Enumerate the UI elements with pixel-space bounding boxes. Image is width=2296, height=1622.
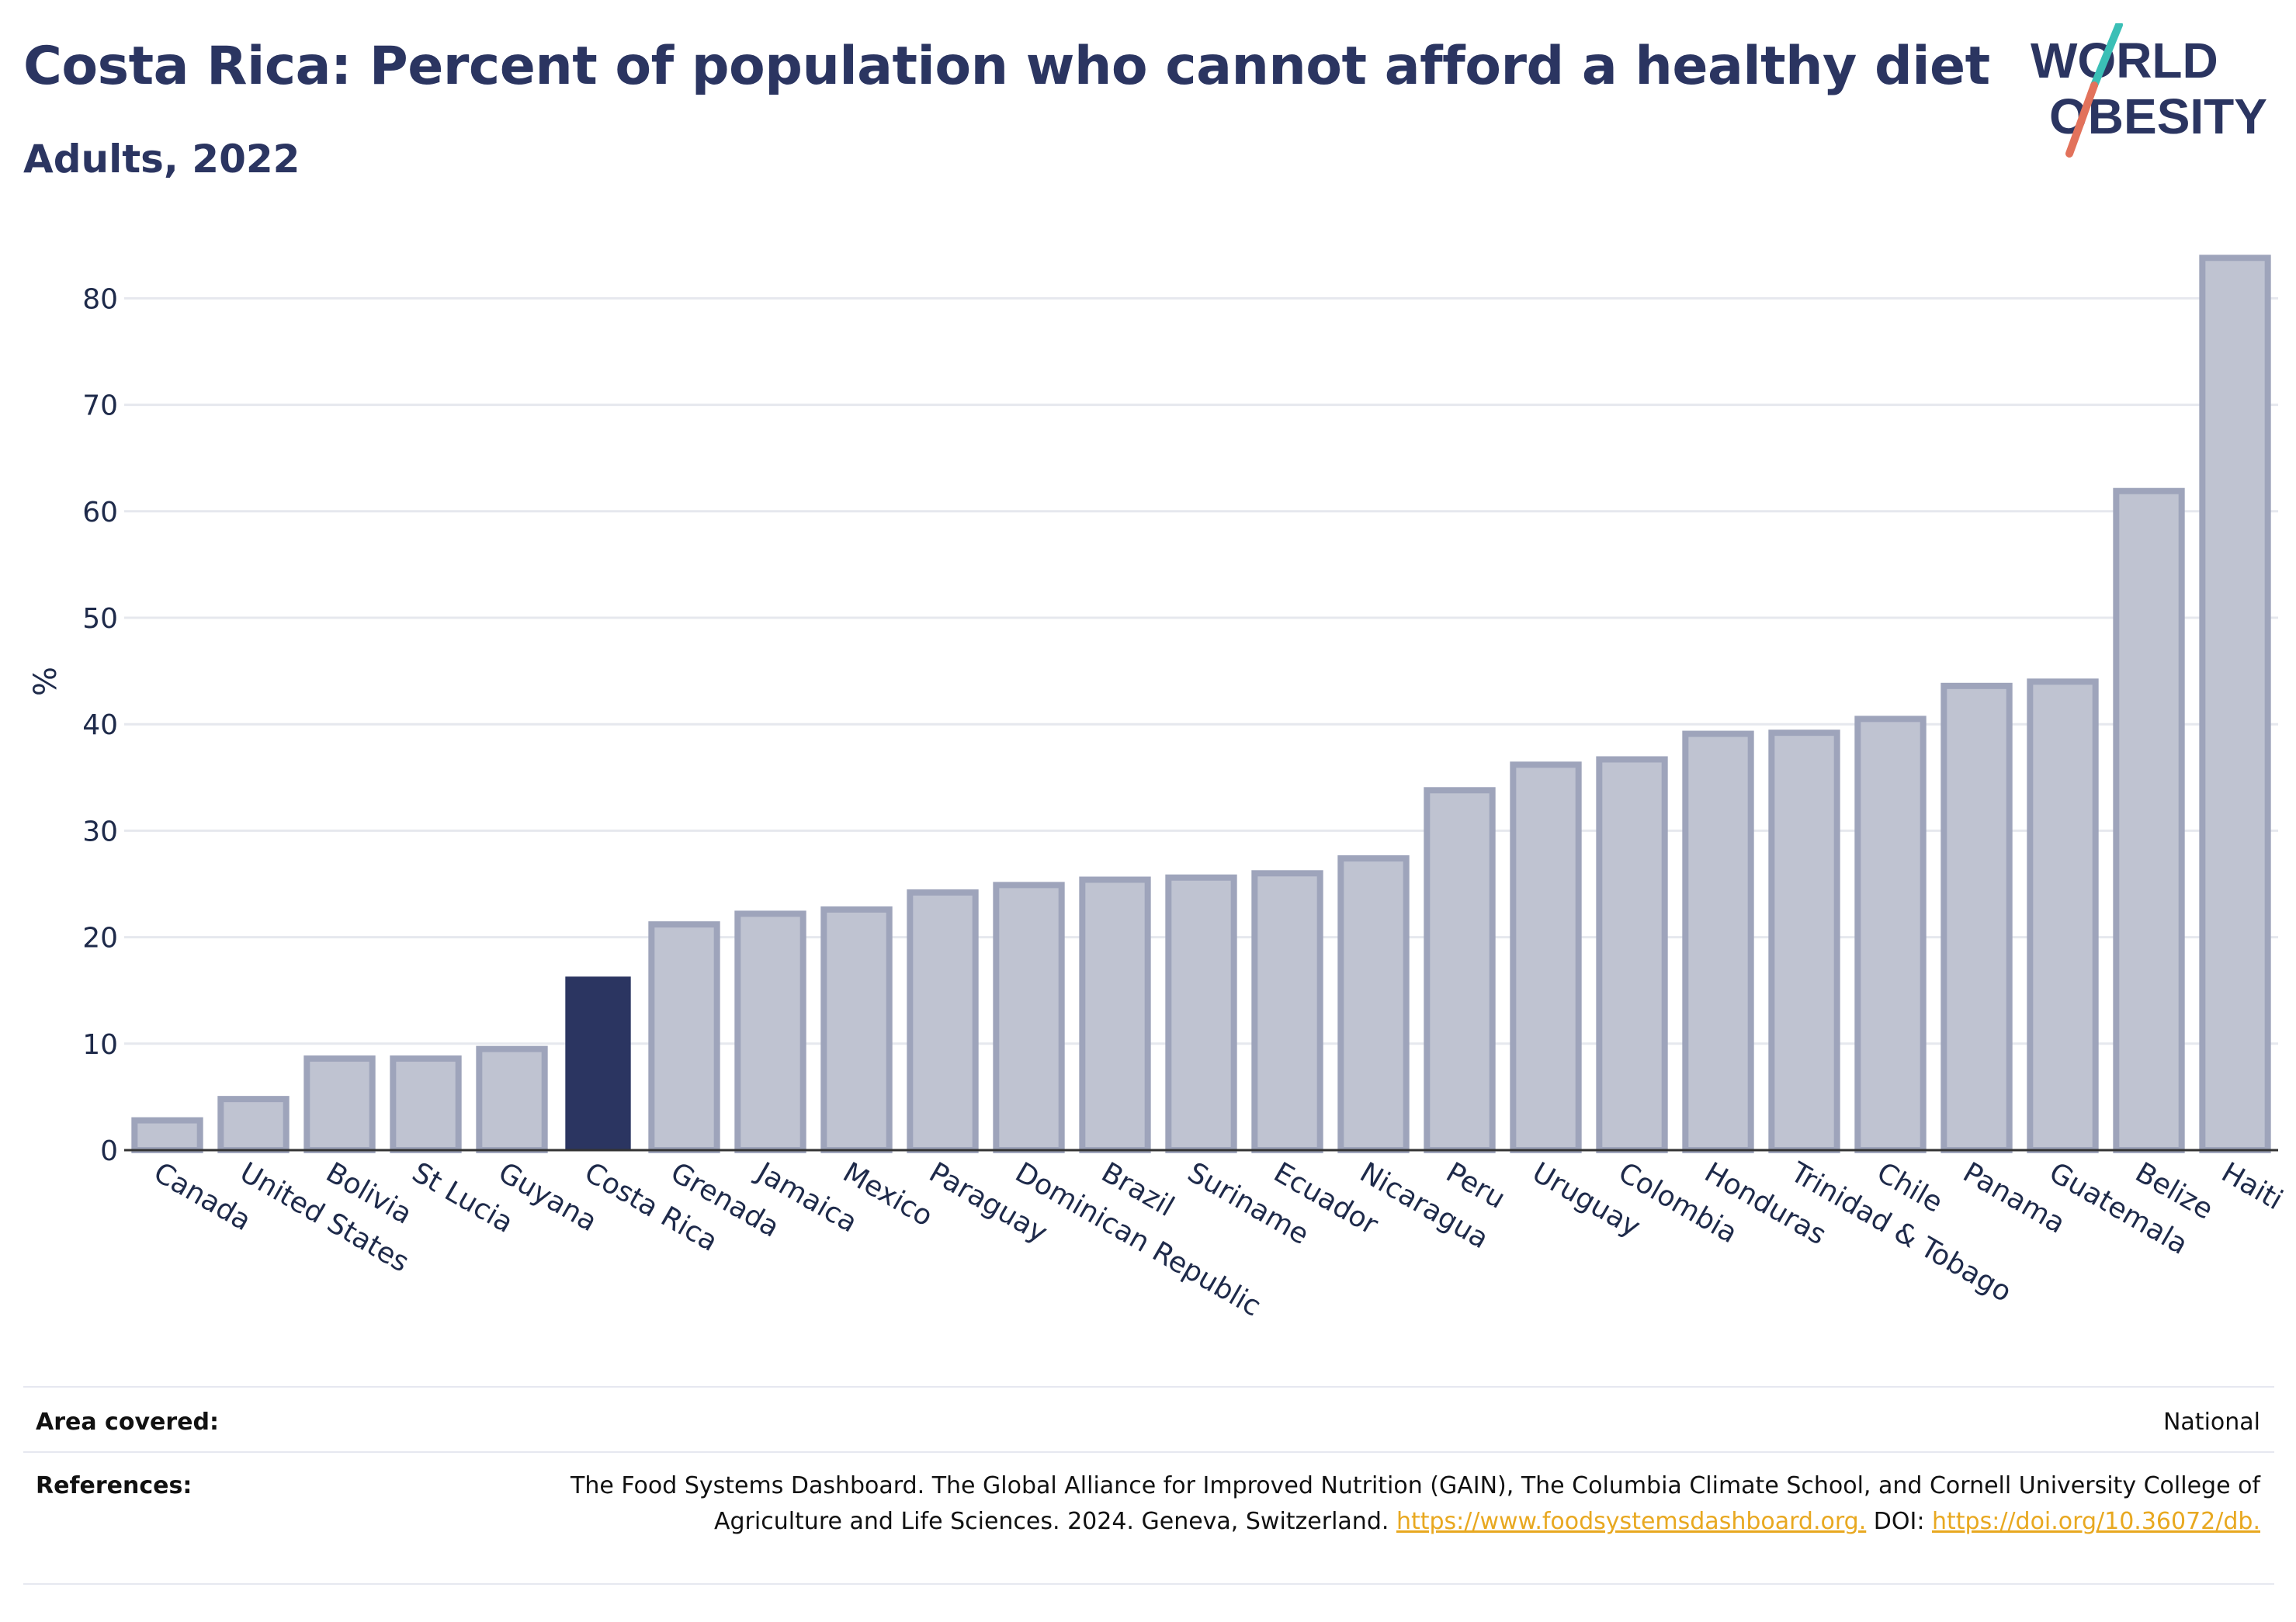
logo-slash-bottom (2065, 81, 2098, 158)
y-tick-label: 80 (82, 283, 118, 315)
bar[interactable] (1424, 787, 1496, 1153)
y-tick-label: 70 (82, 390, 118, 422)
bar[interactable] (390, 1055, 462, 1154)
references-text-part: The Food Systems Dashboard. The Global A… (571, 1472, 2260, 1535)
bar[interactable] (648, 921, 720, 1153)
bar[interactable] (1854, 716, 1927, 1153)
area-covered-value: National (2162, 1409, 2260, 1436)
y-tick-label: 20 (82, 923, 118, 955)
bar[interactable] (820, 906, 893, 1153)
y-tick-label: 0 (100, 1135, 118, 1167)
y-tick-label: 10 (82, 1029, 118, 1061)
bar[interactable] (476, 1045, 548, 1154)
references-label: References: (36, 1472, 192, 1499)
footer-divider (23, 1451, 2274, 1453)
dashboard-link[interactable]: https://www.foodsystemsdashboard.org. (1396, 1508, 1867, 1535)
y-tick-label: 60 (82, 497, 118, 529)
bars (131, 255, 2271, 1154)
bar[interactable] (1251, 870, 1323, 1154)
bar[interactable] (2113, 487, 2185, 1153)
bar[interactable] (2199, 255, 2271, 1153)
bar[interactable] (907, 889, 979, 1153)
y-axis-label: % (28, 667, 64, 696)
x-tick-label: Haiti (2216, 1156, 2288, 1216)
logo-slash-top (2090, 23, 2123, 89)
x-tick-label: Canada (148, 1156, 256, 1237)
footer-divider (23, 1386, 2274, 1388)
references-text: The Food Systems Dashboard. The Global A… (475, 1468, 2260, 1540)
y-tick-label: 40 (82, 709, 118, 741)
doi-link[interactable]: https://doi.org/10.36072/db. (1932, 1508, 2260, 1535)
bar[interactable] (303, 1055, 376, 1154)
bar[interactable] (734, 910, 806, 1154)
footer-divider (23, 1583, 2274, 1585)
bar[interactable] (1337, 855, 1410, 1154)
bar[interactable] (1165, 874, 1237, 1153)
bar[interactable] (2027, 678, 2099, 1153)
area-covered-label: Area covered: (36, 1409, 219, 1436)
bar[interactable] (1682, 730, 1754, 1153)
page-title: Costa Rica: Percent of population who ca… (23, 36, 1990, 97)
references-text-part: DOI: (1866, 1508, 1932, 1535)
logo-word-world: WORLD (2031, 33, 2218, 88)
bar[interactable] (1510, 761, 1582, 1153)
bar[interactable] (217, 1096, 290, 1154)
world-obesity-logo: WORLD OBESITY (2031, 23, 2267, 158)
page-subtitle: Adults, 2022 (23, 137, 300, 182)
bar[interactable] (1768, 730, 1840, 1153)
bar[interactable] (1079, 876, 1151, 1153)
y-tick-label: 50 (82, 603, 118, 635)
bar[interactable] (1941, 682, 2013, 1153)
bar[interactable] (1596, 756, 1668, 1153)
bar[interactable] (131, 1117, 203, 1153)
bar[interactable] (565, 976, 631, 1150)
bar[interactable] (993, 882, 1065, 1153)
y-tick-label: 30 (82, 816, 118, 847)
